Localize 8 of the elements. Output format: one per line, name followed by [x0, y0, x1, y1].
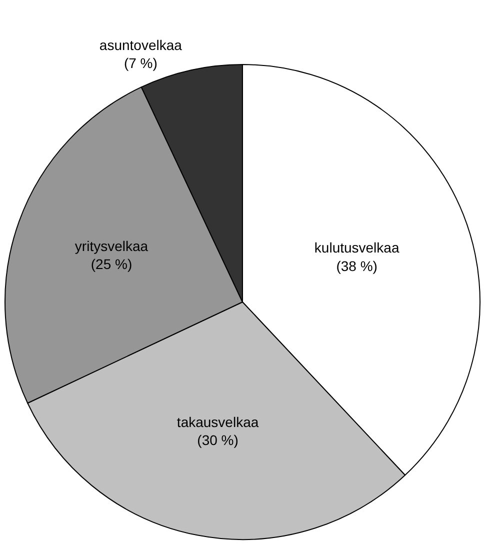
slice-label: asuntovelkaa — [99, 36, 182, 53]
data-label: (7 %) — [124, 55, 158, 72]
data-label: (30 %) — [197, 432, 238, 448]
slice-label: kulutusvelkaa — [314, 240, 400, 256]
data-label: (38 %) — [336, 258, 378, 274]
slice-label: yritysvelkaa — [74, 238, 148, 254]
slice-label: takausvelkaa — [176, 414, 259, 430]
data-label: (25 %) — [90, 256, 132, 272]
